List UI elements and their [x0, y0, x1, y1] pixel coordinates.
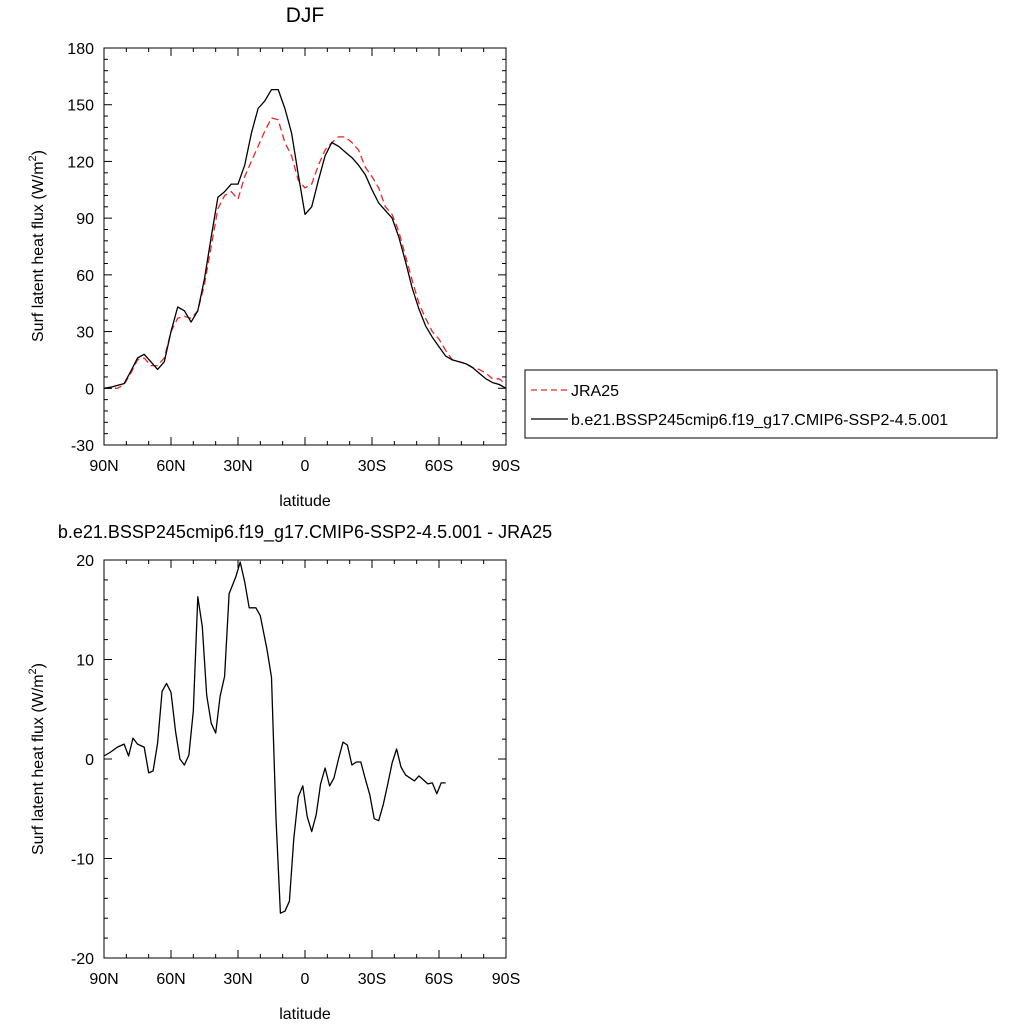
bottom-panel: b.e21.BSSP245cmip6.f19_g17.CMIP6-SSP2-4.… — [27, 522, 552, 1023]
x-tick-label: 0 — [301, 971, 310, 988]
x-tick-label: 60S — [425, 971, 453, 988]
series-line-b-e21-bssp245cmip6-f19-g17-cmip6-ssp2-4-5-001 — [103, 88, 507, 389]
y-tick-label: 180 — [67, 41, 94, 58]
top-panel-title: DJF — [286, 4, 325, 27]
series-line-jra25 — [104, 117, 507, 389]
y-tick-label: 10 — [76, 653, 94, 670]
x-tick-label: 90S — [492, 971, 520, 988]
y-tick-label: 90 — [76, 211, 94, 228]
x-tick-label: 60N — [156, 971, 185, 988]
x-tick-label: 60N — [156, 458, 185, 475]
x-tick-label: 30S — [358, 971, 386, 988]
y-tick-label: -30 — [71, 438, 94, 455]
difference-line — [103, 561, 446, 914]
y-tick-label: 150 — [67, 98, 94, 115]
y-tick-label: 60 — [76, 268, 94, 285]
x-tick-label: 30N — [223, 971, 252, 988]
x-tick-label: 30S — [358, 458, 386, 475]
top-panel-frame — [103, 47, 507, 446]
y-tick-label: -20 — [71, 951, 94, 968]
bottom-panel-ylabel: Surf latent heat flux (W/m2) — [27, 663, 47, 855]
y-tick-label: 30 — [76, 325, 94, 342]
top-panel-xlabel: latitude — [279, 493, 331, 510]
x-tick-label: 90S — [492, 458, 520, 475]
y-tick-label: 0 — [85, 752, 94, 769]
y-tick-label: 20 — [76, 553, 94, 570]
x-tick-label: 30N — [223, 458, 252, 475]
y-tick-label: 120 — [67, 154, 94, 171]
legend-label-jra25: JRA25 — [571, 383, 619, 400]
top-panel: DJF 90N 60N 30N 0 30S 60S 90S -30 0 30 60 90 120 150 1… — [27, 4, 998, 510]
legend-label-model: b.e21.BSSP245cmip6.f19_g17.CMIP6-SSP2-4.… — [571, 412, 948, 429]
x-tick-label: 90N — [89, 971, 118, 988]
bottom-panel-xlabel: latitude — [279, 1006, 331, 1023]
x-tick-label: 0 — [301, 458, 310, 475]
x-tick-label: 90N — [89, 458, 118, 475]
top-panel-ylabel: Surf latent heat flux (W/m2) — [27, 150, 47, 342]
legend: JRA25 b.e21.BSSP245cmip6.f19_g17.CMIP6-S… — [524, 369, 998, 439]
y-tick-label: -10 — [71, 852, 94, 869]
x-tick-label: 60S — [425, 458, 453, 475]
y-tick-label: 0 — [85, 381, 94, 398]
legend-box — [524, 369, 998, 439]
bottom-panel-frame — [103, 559, 507, 959]
bottom-panel-title: b.e21.BSSP245cmip6.f19_g17.CMIP6-SSP2-4.… — [58, 522, 552, 543]
